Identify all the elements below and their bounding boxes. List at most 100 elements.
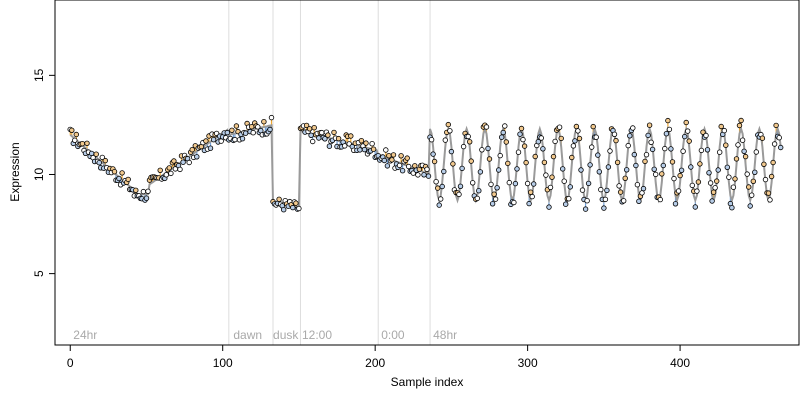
data-point xyxy=(613,137,619,144)
event-label: 24hr xyxy=(73,328,97,342)
data-point xyxy=(140,188,147,195)
data-point xyxy=(645,132,651,139)
data-point xyxy=(621,198,627,204)
data-point xyxy=(398,153,404,159)
data-point xyxy=(163,172,169,178)
data-point xyxy=(706,170,712,176)
data-point xyxy=(576,135,583,142)
data-point xyxy=(649,146,656,153)
data-point xyxy=(546,204,552,210)
data-point xyxy=(704,147,711,153)
data-point xyxy=(281,206,287,213)
data-point xyxy=(460,143,467,150)
data-point xyxy=(73,131,79,138)
data-point xyxy=(521,143,528,149)
data-point xyxy=(512,180,519,187)
data-point xyxy=(415,172,421,178)
data-point xyxy=(203,138,209,144)
data-point xyxy=(578,167,584,173)
data-point xyxy=(369,140,375,147)
data-point xyxy=(724,164,730,170)
data-point xyxy=(390,152,397,158)
data-point xyxy=(605,164,612,170)
data-point xyxy=(428,136,435,143)
data-point xyxy=(675,188,682,194)
event-vlines xyxy=(228,0,431,345)
data-point xyxy=(441,168,447,175)
data-point xyxy=(680,148,686,154)
data-point xyxy=(319,129,325,136)
data-point xyxy=(585,180,592,187)
data-point xyxy=(765,190,772,196)
data-point xyxy=(436,202,442,208)
data-point xyxy=(143,195,150,201)
data-point xyxy=(439,183,445,190)
data-point xyxy=(308,132,314,138)
y-axis-title: Expression xyxy=(8,142,22,201)
data-point xyxy=(567,184,573,190)
data-point xyxy=(584,197,590,204)
data-point xyxy=(331,129,337,136)
data-point xyxy=(741,148,747,154)
data-point xyxy=(421,172,427,178)
data-point xyxy=(595,152,601,158)
data-point xyxy=(572,138,578,144)
data-point xyxy=(465,133,471,140)
data-point xyxy=(735,142,741,148)
data-point xyxy=(770,159,776,166)
data-point xyxy=(677,172,683,179)
data-point xyxy=(601,205,607,211)
data-point xyxy=(541,159,548,166)
x-tick-label: 200 xyxy=(365,356,385,370)
data-point xyxy=(456,191,462,198)
data-point xyxy=(683,119,689,126)
data-point xyxy=(497,152,503,159)
data-point xyxy=(604,187,610,194)
data-point xyxy=(358,137,365,144)
data-point xyxy=(518,125,525,132)
data-point xyxy=(93,151,99,157)
data-point xyxy=(671,175,677,182)
data-point xyxy=(389,157,395,163)
data-point xyxy=(384,163,391,169)
data-point xyxy=(447,128,453,134)
data-point xyxy=(718,123,724,130)
data-point xyxy=(707,180,714,186)
data-point xyxy=(492,196,499,202)
data-point xyxy=(531,181,537,187)
data-point xyxy=(648,139,654,145)
data-point xyxy=(502,123,508,129)
data-point xyxy=(749,192,755,198)
data-point xyxy=(712,185,718,191)
data-point xyxy=(689,182,695,189)
data-point xyxy=(768,173,775,180)
data-point xyxy=(133,187,139,193)
data-point xyxy=(558,135,564,142)
x-tick-label: 0 xyxy=(67,356,74,370)
data-point xyxy=(617,189,624,195)
data-point xyxy=(602,196,609,203)
data-point xyxy=(483,124,490,130)
data-point xyxy=(566,195,572,202)
data-point xyxy=(660,162,666,169)
data-point xyxy=(233,123,240,129)
data-point xyxy=(573,123,580,130)
data-point xyxy=(125,176,131,183)
data-point xyxy=(726,174,732,180)
data-point xyxy=(503,139,509,145)
data-point xyxy=(636,198,642,204)
data-point xyxy=(762,176,769,183)
data-point xyxy=(540,146,546,152)
data-point xyxy=(700,129,706,135)
data-point xyxy=(646,122,653,128)
data-point xyxy=(678,167,685,173)
data-point xyxy=(361,146,368,153)
data-point xyxy=(494,185,500,191)
x-axis-title: Sample index xyxy=(391,375,464,389)
data-point xyxy=(171,158,177,164)
data-point xyxy=(357,147,363,153)
data-point xyxy=(477,169,484,175)
data-point xyxy=(445,121,451,128)
data-point xyxy=(773,122,779,129)
data-point xyxy=(721,127,727,134)
